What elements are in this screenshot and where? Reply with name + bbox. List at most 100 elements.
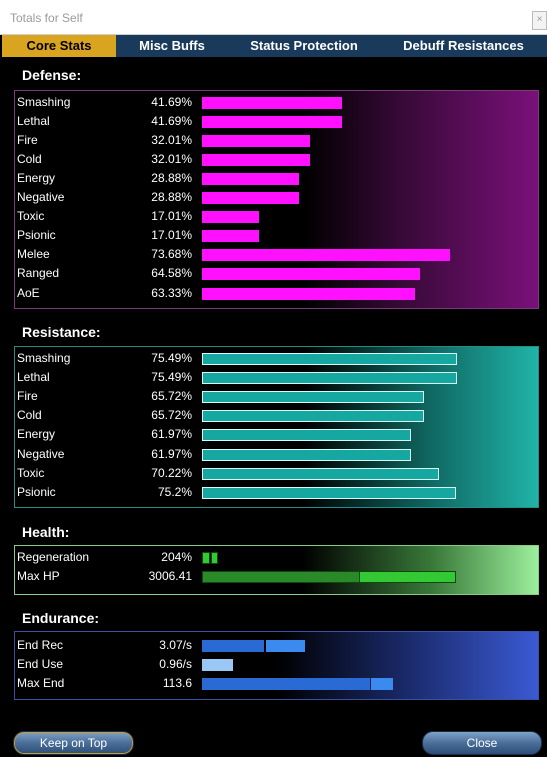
stat-value: 28.88% [151, 190, 192, 205]
stat-label: Negative [17, 446, 65, 461]
stat-label: Cold [17, 152, 42, 167]
stat-label: Toxic [17, 209, 45, 224]
stat-bar [202, 135, 310, 148]
stat-bar [202, 211, 259, 224]
stat-bar [202, 230, 259, 243]
tab-status-protection[interactable]: Status Protection [250, 38, 358, 53]
stat-label: Fire [17, 389, 38, 404]
close-button[interactable]: Close [422, 731, 542, 755]
defense-panel: Smashing 41.69% Lethal 41.69% Fire 32.01% Cold… [14, 90, 539, 309]
stat-row-melee: Melee 73.68% [15, 245, 538, 264]
tab-bar: Core Stats Misc Buffs Status Protection … [2, 35, 547, 57]
stat-row-toxic: Toxic 70.22% [15, 464, 538, 483]
defense-header: Defense: [22, 67, 82, 83]
tab-debuff-resistances[interactable]: Debuff Resistances [403, 38, 524, 53]
stat-value: 41.69% [151, 95, 192, 109]
end-rec-bar-bonus [266, 640, 305, 652]
stat-label: Lethal [17, 370, 50, 385]
stat-bar [202, 173, 299, 186]
stat-value: 28.88% [151, 171, 192, 186]
tab-misc-buffs[interactable]: Misc Buffs [139, 38, 205, 53]
window-title: Totals for Self [10, 11, 83, 25]
stat-bar [202, 391, 424, 404]
stat-value: 41.69% [151, 114, 192, 129]
stat-value: 61.97% [151, 427, 192, 442]
stat-value: 0.96/s [159, 657, 192, 671]
stat-value: 65.72% [151, 389, 192, 404]
stat-value: 75.49% [151, 370, 192, 385]
endurance-panel: End Rec 3.07/s End Use 0.96/s Max End 11… [14, 631, 539, 700]
stat-row-cold: Cold 32.01% [15, 150, 538, 169]
close-icon[interactable]: × [532, 11, 547, 30]
stat-row-aoe: AoE 63.33% [15, 284, 538, 303]
stat-label: Ranged [17, 266, 60, 281]
stat-bar [202, 97, 342, 109]
health-header: Health: [22, 524, 70, 540]
stat-label: Fire [17, 133, 38, 148]
stat-bar [202, 287, 415, 300]
stat-label: Max HP [17, 569, 60, 583]
endurance-header: Endurance: [22, 610, 100, 626]
stat-bar [202, 429, 411, 442]
regeneration-bar-segment [202, 552, 210, 564]
stat-row-toxic: Toxic 17.01% [15, 207, 538, 226]
stat-bar [202, 372, 457, 385]
stat-label: Cold [17, 408, 42, 423]
stat-value: 32.01% [151, 152, 192, 167]
stat-row-smashing: Smashing 75.49% [15, 349, 538, 368]
stat-row-energy: Energy 61.97% [15, 425, 538, 444]
stat-bar [202, 353, 457, 365]
stat-bar [202, 249, 450, 262]
max-hp-bar-bonus [359, 571, 456, 583]
stat-value: 75.49% [151, 351, 192, 365]
stat-value: 73.68% [151, 247, 192, 262]
stat-value: 204% [161, 550, 192, 564]
max-end-bar-bonus [371, 678, 393, 690]
stat-row-max-hp: Max HP 3006.41 [15, 567, 538, 586]
stat-row-fire: Fire 65.72% [15, 387, 538, 406]
stat-row-negative: Negative 61.97% [15, 445, 538, 464]
end-use-bar [202, 659, 233, 671]
keep-on-top-button[interactable]: Keep on Top [13, 731, 134, 755]
stat-row-end-rec: End Rec 3.07/s [15, 636, 538, 655]
stat-value: 63.33% [151, 285, 192, 300]
stat-label: Toxic [17, 465, 45, 480]
stat-bar [202, 448, 411, 461]
resistance-header: Resistance: [22, 324, 101, 340]
regeneration-bar-segment [211, 552, 218, 564]
tab-core-stats[interactable]: Core Stats [2, 35, 116, 57]
stat-label: Psionic [17, 228, 56, 243]
stat-label: End Use [17, 657, 64, 671]
stat-bar [202, 486, 456, 499]
stat-row-negative: Negative 28.88% [15, 188, 538, 207]
stat-label: Psionic [17, 484, 56, 499]
stat-label: Energy [17, 171, 56, 186]
stat-value: 17.01% [151, 209, 192, 224]
stat-value: 3006.41 [148, 569, 192, 583]
stat-label: End Rec [17, 638, 64, 652]
resistance-panel: Smashing 75.49% Lethal 75.49% Fire 65.72% Cold… [14, 346, 539, 508]
stat-value: 113.6 [162, 676, 192, 690]
stat-value: 64.58% [151, 266, 192, 281]
stat-label: Negative [17, 190, 65, 205]
max-end-bar-base [202, 678, 370, 690]
stat-bar [202, 154, 310, 167]
stat-value: 17.01% [151, 228, 192, 243]
stat-label: Lethal [17, 114, 50, 129]
stat-label: AoE [17, 285, 40, 300]
stat-label: Max End [17, 676, 65, 690]
max-hp-bar-base [202, 571, 360, 583]
stat-row-smashing: Smashing 41.69% [15, 93, 538, 112]
stat-row-cold: Cold 65.72% [15, 406, 538, 425]
title-bar: Totals for Self × [0, 0, 547, 35]
stat-row-ranged: Ranged 64.58% [15, 264, 538, 283]
stat-row-end-use: End Use 0.96/s [15, 655, 538, 674]
end-rec-bar-base [202, 640, 264, 652]
stat-bar [202, 268, 420, 281]
stat-label: Regeneration [17, 550, 90, 564]
stat-value: 61.97% [151, 446, 192, 461]
stat-value: 75.2% [157, 484, 192, 499]
stat-label: Smashing [17, 351, 71, 365]
stat-bar [202, 467, 439, 480]
stat-value: 32.01% [151, 133, 192, 148]
